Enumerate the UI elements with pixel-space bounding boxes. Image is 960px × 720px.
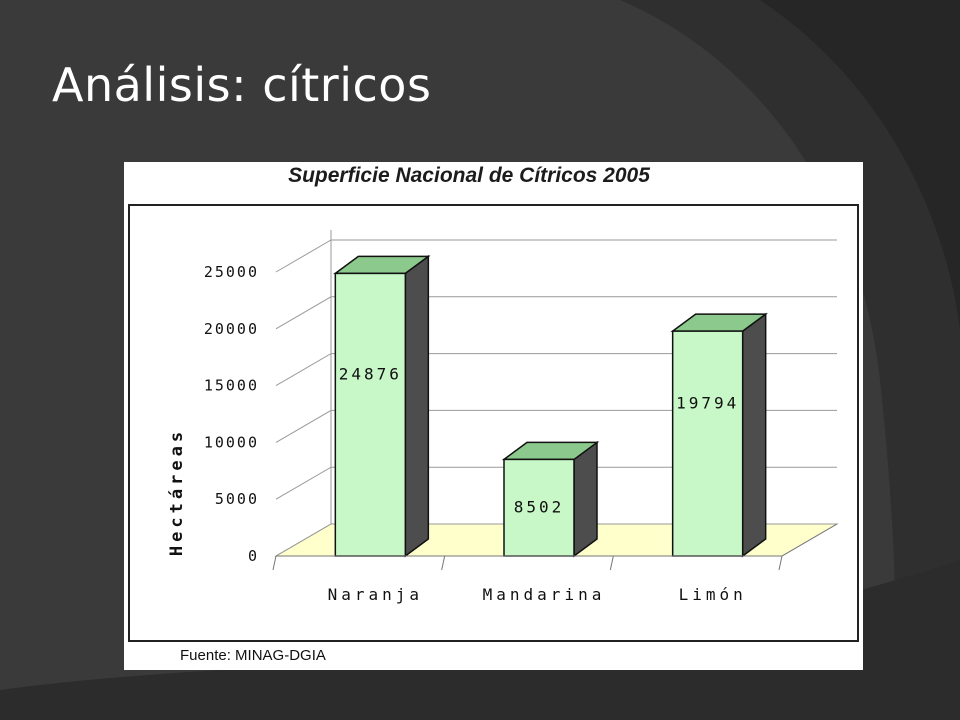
y-tick-label: 20000 <box>204 320 259 338</box>
gridline <box>275 466 837 500</box>
data-label: 24876 <box>339 365 402 384</box>
y-tick-label: 5000 <box>215 490 259 508</box>
chart-title: Superficie Nacional de Cítricos 2005 <box>288 164 650 187</box>
slide-title: Análisis: cítricos <box>52 58 432 112</box>
background-bottom-shape <box>0 560 960 720</box>
bar: 19794 <box>670 312 768 558</box>
chart-source: Fuente: MINAG-DGIA <box>180 647 326 664</box>
floor-right-edge <box>781 523 838 557</box>
background-swoosh <box>620 0 960 720</box>
bar-side <box>741 312 767 558</box>
bar-front <box>671 330 744 557</box>
data-label: 8502 <box>514 498 565 517</box>
gridline <box>275 296 837 330</box>
gridline <box>275 409 837 443</box>
y-tick-label: 0 <box>248 547 259 565</box>
x-tick-mark <box>272 555 277 571</box>
bar-side <box>573 440 598 558</box>
x-tick-label: Naranja <box>328 585 423 604</box>
x-tick-label: Limón <box>679 585 747 604</box>
chart-image: 0 5000 10000 15000 20000 25000 Hectáreas 24876 N… <box>124 162 863 670</box>
x-tick-mark <box>441 555 446 571</box>
gridline <box>275 353 837 387</box>
background-swoosh-dark <box>760 0 960 330</box>
bar-front <box>334 272 407 557</box>
bar: 8502 <box>501 440 600 558</box>
y-tick-label: 15000 <box>204 377 259 395</box>
bar: 24876 <box>333 254 431 558</box>
bar-chart: 0 5000 10000 15000 20000 25000 Hectáreas 24876 N… <box>128 204 859 642</box>
y-axis-label: Hectáreas <box>167 428 187 556</box>
y-tick-label: 10000 <box>204 433 259 451</box>
x-tick-mark <box>609 555 614 571</box>
x-tick-label: Mandarina <box>483 585 606 604</box>
bar-front <box>503 458 575 557</box>
y-tick-label: 25000 <box>204 263 259 281</box>
gridline <box>275 239 837 273</box>
x-tick-mark <box>778 555 783 571</box>
data-label: 19794 <box>676 394 739 413</box>
bar-side <box>404 254 430 558</box>
axis-depth-line <box>275 523 332 557</box>
